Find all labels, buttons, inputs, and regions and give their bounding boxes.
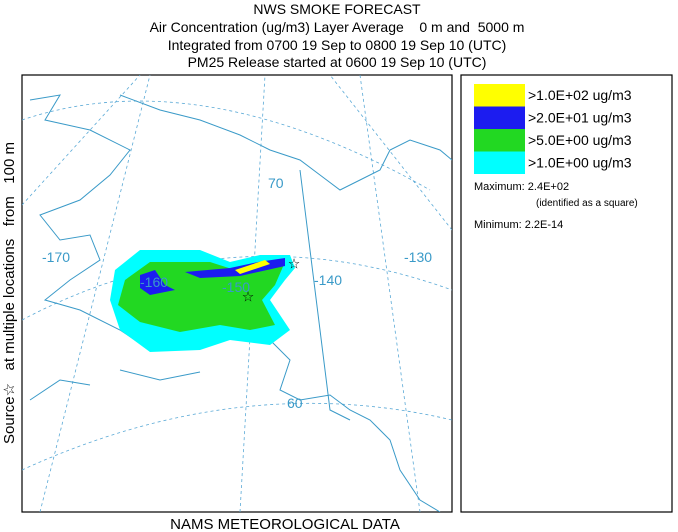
coastline [119, 94, 452, 191]
title: NWS SMOKE FORECAST [253, 1, 421, 17]
map-label: 60 [287, 395, 303, 411]
legend-swatch [474, 129, 525, 152]
legend-label: >2.0E+01 ug/m3 [528, 110, 632, 126]
map-label: -150 [222, 279, 250, 295]
legend-swatch [474, 151, 525, 174]
map: ☆ ☆ -170 -160 -150 -140 -130 70 60 [21, 74, 453, 513]
source-star: ☆ [288, 256, 301, 272]
map-label: -170 [42, 249, 70, 265]
legend-max-note: (identified as a square) [536, 198, 638, 209]
legend-label: >1.0E+02 ug/m3 [528, 87, 632, 103]
map-label: -130 [404, 249, 432, 265]
legend-minimum: Minimum: 2.2E-14 [474, 219, 563, 231]
border [299, 169, 351, 421]
map-label: 70 [268, 175, 284, 191]
legend-label: >5.0E+00 ug/m3 [528, 132, 632, 148]
legend: Maximum: 2.4E+02 (identified as a square… [460, 74, 673, 513]
subtitle: Air Concentration (ug/m3) Layer Average … [150, 19, 525, 35]
map-label: -160 [140, 274, 168, 290]
legend-maximum: Maximum: 2.4E+02 [474, 181, 569, 193]
legend-swatch [474, 84, 525, 107]
source-star: ☆ [242, 289, 255, 305]
side-label: Source☆ at multiple locations from 100 m [1, 142, 18, 444]
footer: NAMS METEOROLOGICAL DATA [170, 516, 400, 532]
legend-label: >1.0E+00 ug/m3 [528, 155, 632, 171]
legend-swatch [474, 106, 525, 129]
smoke-max [235, 260, 270, 274]
subtitle: PM25 Release started at 0600 19 Sep 10 (… [188, 54, 487, 70]
coastline [29, 369, 201, 401]
subtitle: Integrated from 0700 19 Sep to 0800 19 S… [168, 37, 507, 53]
map-label: -140 [314, 272, 342, 288]
